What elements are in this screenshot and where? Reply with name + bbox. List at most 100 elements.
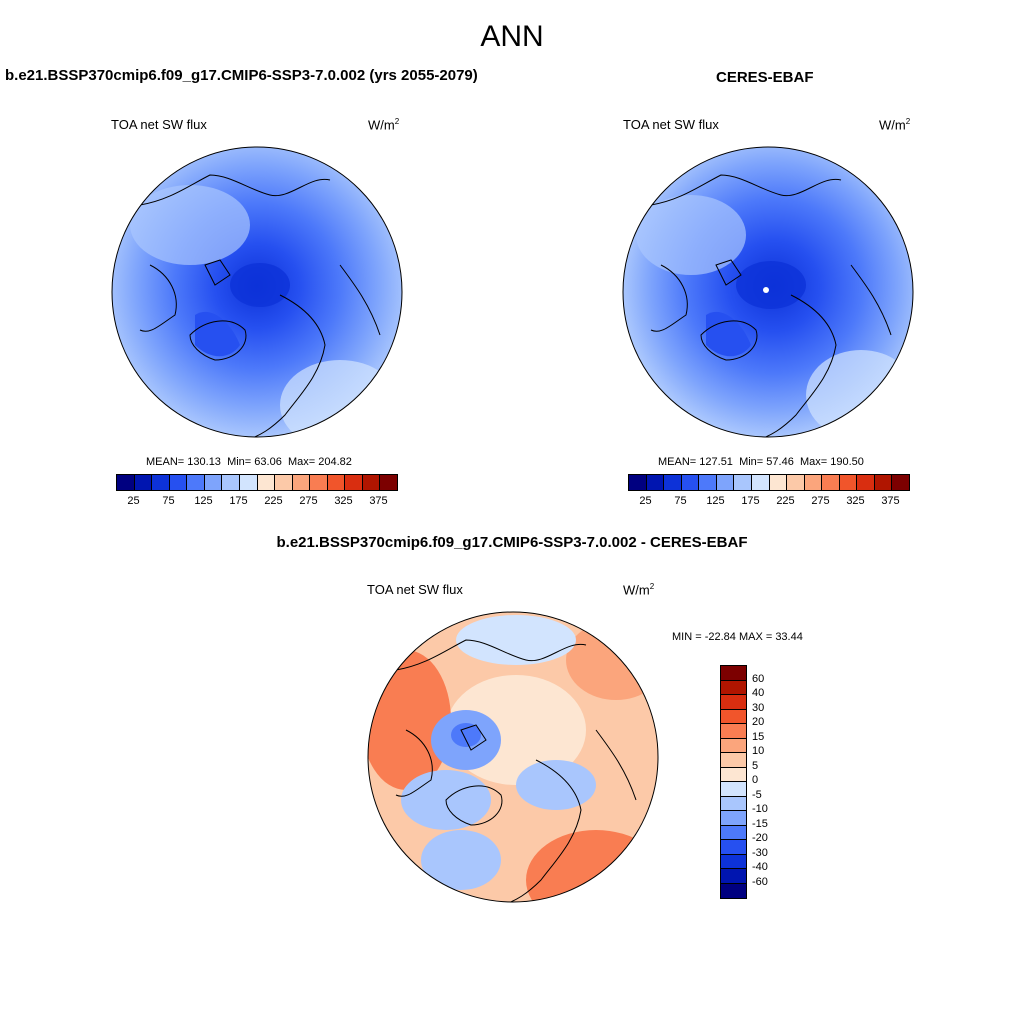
colorbar-tick-label: 275 — [299, 495, 318, 507]
colorbar-swatch — [345, 475, 363, 490]
model-units-label: W/m2 — [368, 117, 400, 133]
colorbar-tick-label: 0 — [752, 774, 759, 786]
diff-colorbar-labels: 60 40 30 20 15 10 5 0 -5 -10 -15 -20 -30 -40 -60 — [752, 665, 792, 897]
colorbar-swatch — [721, 854, 746, 869]
colorbar-tick-label: 25 — [127, 495, 140, 507]
colorbar-swatch — [721, 666, 746, 681]
model-colorbar-labels: 25 75 125 175 225 275 325 375 — [116, 495, 396, 509]
colorbar-swatch — [134, 475, 153, 490]
colorbar-swatch — [721, 840, 746, 855]
colorbar-tick-label: 40 — [752, 687, 765, 699]
colorbar-tick-label: 20 — [752, 716, 765, 728]
colorbar-swatch — [721, 883, 746, 898]
colorbar-swatch — [822, 475, 840, 490]
colorbar-tick-label: 75 — [162, 495, 175, 507]
colorbar-swatch — [699, 475, 717, 490]
colorbar-tick-label: -10 — [752, 803, 768, 815]
diff-colorbar — [720, 665, 747, 899]
colorbar-swatch — [751, 475, 770, 490]
colorbar-tick-label: 175 — [741, 495, 760, 507]
colorbar-swatch — [362, 475, 381, 490]
obs-colorbar-labels: 25 75 125 175 225 275 325 375 — [628, 495, 908, 509]
colorbar-tick-label: 5 — [752, 759, 759, 772]
colorbar-swatch — [681, 475, 700, 490]
colorbar-tick-label: 225 — [264, 495, 283, 507]
colorbar-tick-label: 375 — [881, 495, 900, 507]
colorbar-swatch — [721, 753, 746, 768]
colorbar-swatch — [257, 475, 276, 490]
obs-colorbar — [628, 474, 910, 491]
colorbar-swatch — [721, 738, 746, 753]
colorbar-swatch — [721, 811, 746, 826]
colorbar-swatch — [629, 475, 647, 490]
colorbar-swatch — [721, 782, 746, 797]
colorbar-tick-label: -15 — [752, 817, 768, 830]
colorbar-tick-label: -20 — [752, 832, 768, 844]
colorbar-swatch — [769, 475, 788, 490]
obs-variable-label: TOA net SW flux — [623, 117, 719, 132]
diff-panel-title: b.e21.BSSP370cmip6.f09_g17.CMIP6-SSP3-7.… — [276, 534, 748, 551]
diff-variable-label: TOA net SW flux — [367, 582, 463, 597]
colorbar-tick-label: 325 — [846, 495, 865, 507]
obs-coastlines — [650, 174, 892, 437]
colorbar-swatch — [275, 475, 293, 490]
colorbar-swatch — [664, 475, 682, 490]
colorbar-swatch — [222, 475, 240, 490]
colorbar-swatch — [204, 475, 223, 490]
colorbar-swatch — [169, 475, 188, 490]
colorbar-swatch — [804, 475, 823, 490]
obs-stats: MEAN= 127.51 Min= 57.46 Max= 190.50 — [658, 456, 864, 468]
obs-units-label: W/m2 — [879, 117, 911, 133]
diff-polar-map — [367, 611, 659, 903]
obs-polar-map — [622, 146, 914, 438]
colorbar-swatch — [721, 695, 746, 710]
colorbar-swatch — [716, 475, 735, 490]
model-panel-title: b.e21.BSSP370cmip6.f09_g17.CMIP6-SSP3-7.… — [5, 67, 478, 84]
colorbar-swatch — [721, 825, 746, 840]
diff-units-label: W/m2 — [623, 582, 655, 598]
colorbar-swatch — [721, 767, 746, 782]
diff-coastlines — [395, 639, 637, 902]
colorbar-swatch — [892, 475, 909, 490]
main-title: ANN — [480, 20, 544, 53]
colorbar-tick-label: 125 — [194, 495, 213, 507]
colorbar-swatch — [292, 475, 311, 490]
colorbar-swatch — [734, 475, 752, 490]
colorbar-swatch — [117, 475, 135, 490]
model-stats: MEAN= 130.13 Min= 63.06 Max= 204.82 — [146, 456, 352, 468]
colorbar-tick-label: -40 — [752, 861, 768, 873]
model-polar-map — [111, 146, 403, 438]
colorbar-tick-label: 125 — [706, 495, 725, 507]
obs-panel-title: CERES-EBAF — [716, 69, 814, 86]
colorbar-swatch — [152, 475, 170, 490]
colorbar-swatch — [839, 475, 858, 490]
colorbar-tick-label: 75 — [674, 495, 687, 507]
colorbar-tick-label: -5 — [752, 788, 762, 801]
colorbar-tick-label: 25 — [639, 495, 652, 507]
colorbar-tick-label: 15 — [752, 730, 765, 743]
colorbar-swatch — [327, 475, 346, 490]
colorbar-swatch — [310, 475, 328, 490]
colorbar-tick-label: 175 — [229, 495, 248, 507]
colorbar-swatch — [721, 796, 746, 811]
colorbar-swatch — [787, 475, 805, 490]
colorbar-tick-label: 60 — [752, 672, 765, 685]
colorbar-swatch — [874, 475, 893, 490]
colorbar-tick-label: -30 — [752, 846, 768, 859]
colorbar-swatch — [721, 724, 746, 739]
colorbar-tick-label: 275 — [811, 495, 830, 507]
colorbar-tick-label: -60 — [752, 875, 768, 888]
colorbar-swatch — [721, 869, 746, 884]
model-coastlines — [139, 174, 381, 437]
model-variable-label: TOA net SW flux — [111, 117, 207, 132]
colorbar-swatch — [721, 709, 746, 724]
colorbar-swatch — [239, 475, 258, 490]
model-colorbar — [116, 474, 398, 491]
colorbar-swatch — [857, 475, 875, 490]
colorbar-swatch — [646, 475, 665, 490]
colorbar-tick-label: 30 — [752, 701, 765, 714]
colorbar-tick-label: 375 — [369, 495, 388, 507]
colorbar-tick-label: 10 — [752, 745, 765, 757]
colorbar-swatch — [380, 475, 397, 490]
colorbar-swatch — [187, 475, 205, 490]
